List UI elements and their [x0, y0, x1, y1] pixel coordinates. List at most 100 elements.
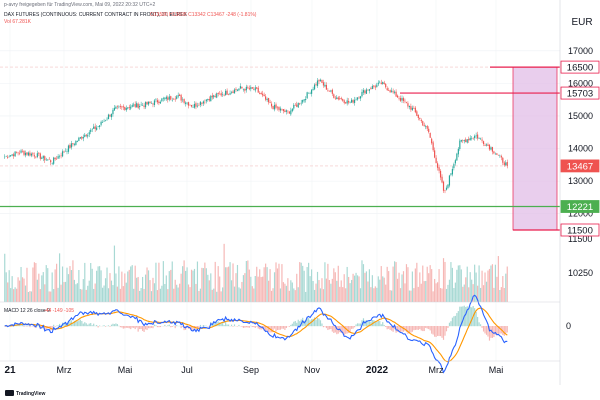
volume-bar — [217, 266, 219, 302]
volume-bar — [250, 276, 252, 302]
volume-bar — [146, 267, 148, 302]
macd-histogram-bar — [352, 326, 354, 329]
macd-histogram-bar — [158, 326, 160, 328]
time-tick-label: Mai — [489, 365, 504, 375]
candle-body — [484, 144, 486, 146]
volume-bar — [208, 280, 210, 302]
macd-histogram-bar — [222, 322, 224, 327]
volume-bar — [355, 272, 357, 302]
macd-histogram-bar — [257, 326, 259, 329]
candle-body — [367, 89, 369, 91]
volume-bar — [303, 270, 305, 302]
macd-histogram-bar — [29, 326, 31, 328]
volume-bar — [10, 288, 12, 302]
candle-body — [16, 151, 18, 153]
candle-body — [107, 114, 110, 120]
macd-histogram-bar — [104, 326, 107, 327]
volume-bar — [140, 288, 142, 302]
volume-bar — [288, 290, 290, 302]
macd-histogram-bar — [24, 325, 27, 327]
volume-bar — [321, 278, 323, 302]
volume-bar — [253, 288, 255, 302]
volume-bar — [64, 281, 67, 302]
candle-body — [479, 138, 482, 140]
candle-body — [336, 97, 338, 100]
candle-body — [93, 126, 95, 129]
macd-histogram-bar — [149, 326, 151, 329]
volume-bar — [265, 263, 267, 302]
macd-histogram-bar — [136, 326, 138, 328]
candle-body — [438, 167, 440, 171]
candle-body — [119, 106, 121, 107]
candle-body — [345, 102, 347, 104]
candle-body — [99, 125, 101, 127]
volume-bar — [225, 267, 227, 302]
volume-bar — [38, 273, 40, 302]
volume-bar — [395, 262, 397, 302]
volume-bar — [167, 289, 169, 302]
volume-bar — [313, 289, 316, 302]
macd-histogram-bar — [223, 325, 225, 327]
volume-bar — [463, 284, 465, 302]
volume-bar — [39, 289, 41, 302]
candle-body — [340, 98, 342, 100]
macd-histogram-bar — [355, 324, 357, 327]
candle-body — [404, 100, 406, 102]
macd-histogram-bar — [176, 325, 178, 327]
macd-histogram-bar — [293, 321, 295, 327]
candle-body — [229, 93, 231, 95]
candle-body — [81, 136, 83, 139]
candle-body — [396, 95, 399, 98]
candle-body — [423, 125, 425, 127]
price-tick-label: 13000 — [568, 176, 593, 186]
volume-bar — [296, 273, 298, 302]
macd-histogram-bar — [245, 326, 247, 328]
candle-body — [226, 90, 228, 95]
volume-bar — [192, 270, 194, 302]
candle-body — [359, 96, 362, 99]
macd-histogram-bar — [407, 326, 409, 334]
volume-bar — [382, 276, 384, 302]
volume-bar — [297, 287, 299, 302]
macd-histogram-bar — [276, 326, 279, 331]
candle-body — [47, 159, 49, 161]
price-tick-label: 14000 — [568, 144, 593, 154]
macd-histogram-bar — [82, 323, 84, 327]
volume-bar — [70, 270, 73, 302]
candle-body — [302, 99, 304, 103]
macd-histogram-bar — [266, 326, 268, 331]
macd-histogram-bar — [190, 326, 193, 331]
candle-body — [411, 107, 413, 110]
macd-histogram-bar — [477, 316, 479, 327]
macd-histogram-bar — [432, 326, 434, 335]
volume-bar — [150, 291, 153, 302]
macd-histogram-bar — [21, 324, 24, 327]
candle-body — [199, 101, 202, 105]
volume-bar — [318, 280, 320, 302]
volume-bar — [67, 274, 70, 302]
macd-histogram-bar — [57, 325, 59, 327]
volume-bar — [214, 261, 216, 302]
candle-body — [259, 92, 261, 94]
macd-line — [4, 294, 508, 374]
volume-bar — [410, 290, 412, 302]
macd-histogram-bar — [462, 306, 464, 327]
candle-body — [147, 101, 150, 105]
candle-body — [331, 89, 333, 94]
volume-bar — [219, 276, 221, 302]
volume-bar — [346, 266, 348, 302]
macd-histogram-bar — [119, 326, 121, 328]
volume-bar — [57, 287, 59, 302]
volume-bar — [290, 280, 292, 302]
macd-histogram-bar — [273, 326, 276, 329]
candle-body — [459, 140, 461, 149]
volume-bar — [195, 283, 197, 302]
candle-body — [263, 94, 265, 97]
volume-bar — [453, 287, 455, 302]
time-tick-label: 2022 — [366, 365, 389, 376]
candle-body — [382, 81, 384, 85]
candle-body — [309, 93, 311, 94]
volume-bar — [136, 277, 138, 302]
macd-histogram-bar — [225, 321, 227, 327]
